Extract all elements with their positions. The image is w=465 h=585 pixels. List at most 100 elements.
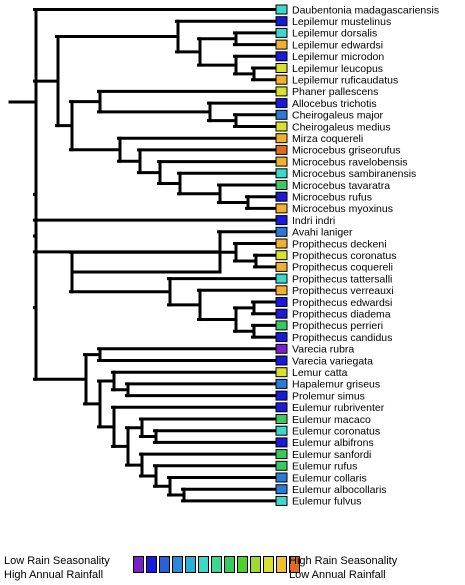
taxon-label: Propithecus diadema <box>292 309 391 321</box>
taxon-color-swatch <box>275 86 288 97</box>
taxon-label: Microcebus myoxinus <box>292 203 393 215</box>
legend-swatch <box>224 556 235 573</box>
taxon-color-swatch <box>275 285 288 296</box>
taxon-color-swatch <box>275 27 288 38</box>
taxon-label: Propithecus coquereli <box>292 262 393 274</box>
taxon-label: Eulemur rufus <box>292 461 357 473</box>
taxon-label: Propithecus coronatus <box>292 250 396 262</box>
taxon-color-swatch <box>275 215 288 226</box>
taxon-label: Microcebus ravelobensis <box>292 156 408 168</box>
taxon-color-swatch <box>275 460 288 471</box>
taxon-color-swatch <box>275 484 288 495</box>
taxon-label: Phaner pallescens <box>292 86 378 98</box>
taxon-color-swatch <box>275 203 288 214</box>
taxon-color-swatch <box>275 51 288 62</box>
legend-swatch <box>263 556 274 573</box>
taxon-color-swatch <box>275 226 288 237</box>
taxon-label: Propithecus candidus <box>292 332 392 344</box>
taxon-color-swatch <box>275 367 288 378</box>
taxon-color-swatch <box>275 414 288 424</box>
taxon-label: Microcebus sambiranensis <box>292 168 416 180</box>
taxon-label: Cheirogaleus medius <box>292 121 391 133</box>
taxon-color-swatch <box>275 168 288 179</box>
taxon-color-swatch <box>275 250 288 261</box>
taxon-color-swatch <box>275 437 288 448</box>
taxon-color-swatch <box>275 402 288 413</box>
legend-high-seasonality-text: High Rain Seasonality <box>289 555 398 567</box>
legend-swatch <box>133 556 144 573</box>
taxon-label: Mirza coquereli <box>292 133 363 145</box>
taxon-label: Lepilemur microdon <box>292 51 384 63</box>
taxon-label: Eulemur rubriventer <box>292 402 385 414</box>
legend-right-label: High Rain Seasonality Low Annual Rainfal… <box>289 554 397 582</box>
taxon-label: Prolemur simus <box>292 390 365 402</box>
taxon-color-swatch <box>275 109 288 120</box>
taxon-color-swatch <box>275 121 288 132</box>
taxon-color-swatch <box>275 449 288 460</box>
legend-swatch <box>250 556 261 573</box>
taxon-label: Microcebus griseorufus <box>292 145 401 157</box>
taxon-label: Eulemur albifrons <box>292 437 374 449</box>
taxon-color-swatch <box>275 343 288 354</box>
taxon-label: Propithecus deckeni <box>292 238 387 250</box>
legend-swatch <box>146 556 157 573</box>
taxon-label: Eulemur fulvus <box>292 496 361 508</box>
taxon-label: Daubentonia madagascariensis <box>292 4 439 16</box>
taxon-color-swatch <box>275 16 288 27</box>
taxon-label: Eulemur sanfordi <box>292 449 371 461</box>
taxon-color-swatch <box>275 425 288 436</box>
taxon-color-swatch <box>275 133 288 144</box>
taxon-label: Microcebus tavaratra <box>292 180 390 192</box>
taxon-label: Varecia rubra <box>292 344 354 356</box>
taxon-label: Propithecus edwardsi <box>292 297 392 309</box>
taxon-color-swatch <box>275 261 288 272</box>
taxon-label: Propithecus perrieri <box>292 320 383 332</box>
taxon-label: Eulemur macaco <box>292 414 371 426</box>
taxon-label: Lepilemur mustelinus <box>292 16 391 28</box>
taxon-label: Propithecus verreauxi <box>292 285 394 297</box>
taxon-label: Varecia variegata <box>292 355 373 367</box>
legend-swatch <box>159 556 170 573</box>
taxon-color-swatch <box>275 297 288 307</box>
taxon-label: Lemur catta <box>292 367 348 379</box>
legend-high-rainfall-text: High Annual Rainfall <box>4 569 104 581</box>
legend-swatch <box>276 556 287 573</box>
taxon-label: Eulemur collaris <box>292 472 367 484</box>
legend-swatch <box>172 556 183 573</box>
taxon-label: Avahi laniger <box>292 227 353 239</box>
taxon-color-swatch <box>275 156 288 167</box>
taxon-color-swatch <box>275 308 288 319</box>
taxon-color-swatch <box>275 495 288 506</box>
legend-swatch <box>211 556 222 573</box>
taxon-label: Lepilemur dorsalis <box>292 28 377 40</box>
taxon-label: Lepilemur leucopus <box>292 63 383 75</box>
taxon-label: Lepilemur edwardsi <box>292 39 383 51</box>
taxon-color-swatch <box>275 63 288 73</box>
taxon-label: Eulemur albocollaris <box>292 484 387 496</box>
legend-color-scale <box>133 556 300 573</box>
taxon-label: Eulemur coronatus <box>292 426 380 438</box>
taxon-color-swatch <box>275 332 288 343</box>
legend-low-seasonality-text: Low Rain Seasonality <box>4 555 110 567</box>
taxon-label: Hapalemur griseus <box>292 379 380 391</box>
legend-swatch <box>185 556 196 573</box>
legend-swatch <box>237 556 248 573</box>
taxon-color-swatch <box>275 378 288 389</box>
taxon-label: Microcebus rufus <box>292 192 372 204</box>
taxon-label: Propithecus tattersalli <box>292 273 392 285</box>
taxon-label: Indri indri <box>292 215 335 227</box>
taxon-color-swatch <box>275 355 288 366</box>
taxon-color-swatch <box>275 238 288 249</box>
legend-swatch <box>198 556 209 573</box>
taxon-color-swatch <box>275 4 288 15</box>
taxon-color-swatch <box>275 320 288 331</box>
taxon-label: Lepilemur ruficaudatus <box>292 75 398 87</box>
taxon-label: Cheirogaleus major <box>292 110 384 122</box>
legend-left-label: Low Rain Seasonality High Annual Rainfal… <box>4 554 110 582</box>
legend-swatch <box>289 556 300 573</box>
taxon-color-swatch <box>275 273 288 284</box>
taxon-label: Allocebus trichotis <box>292 98 377 110</box>
taxon-color-swatch <box>275 390 288 401</box>
taxon-color-swatch <box>275 144 288 155</box>
